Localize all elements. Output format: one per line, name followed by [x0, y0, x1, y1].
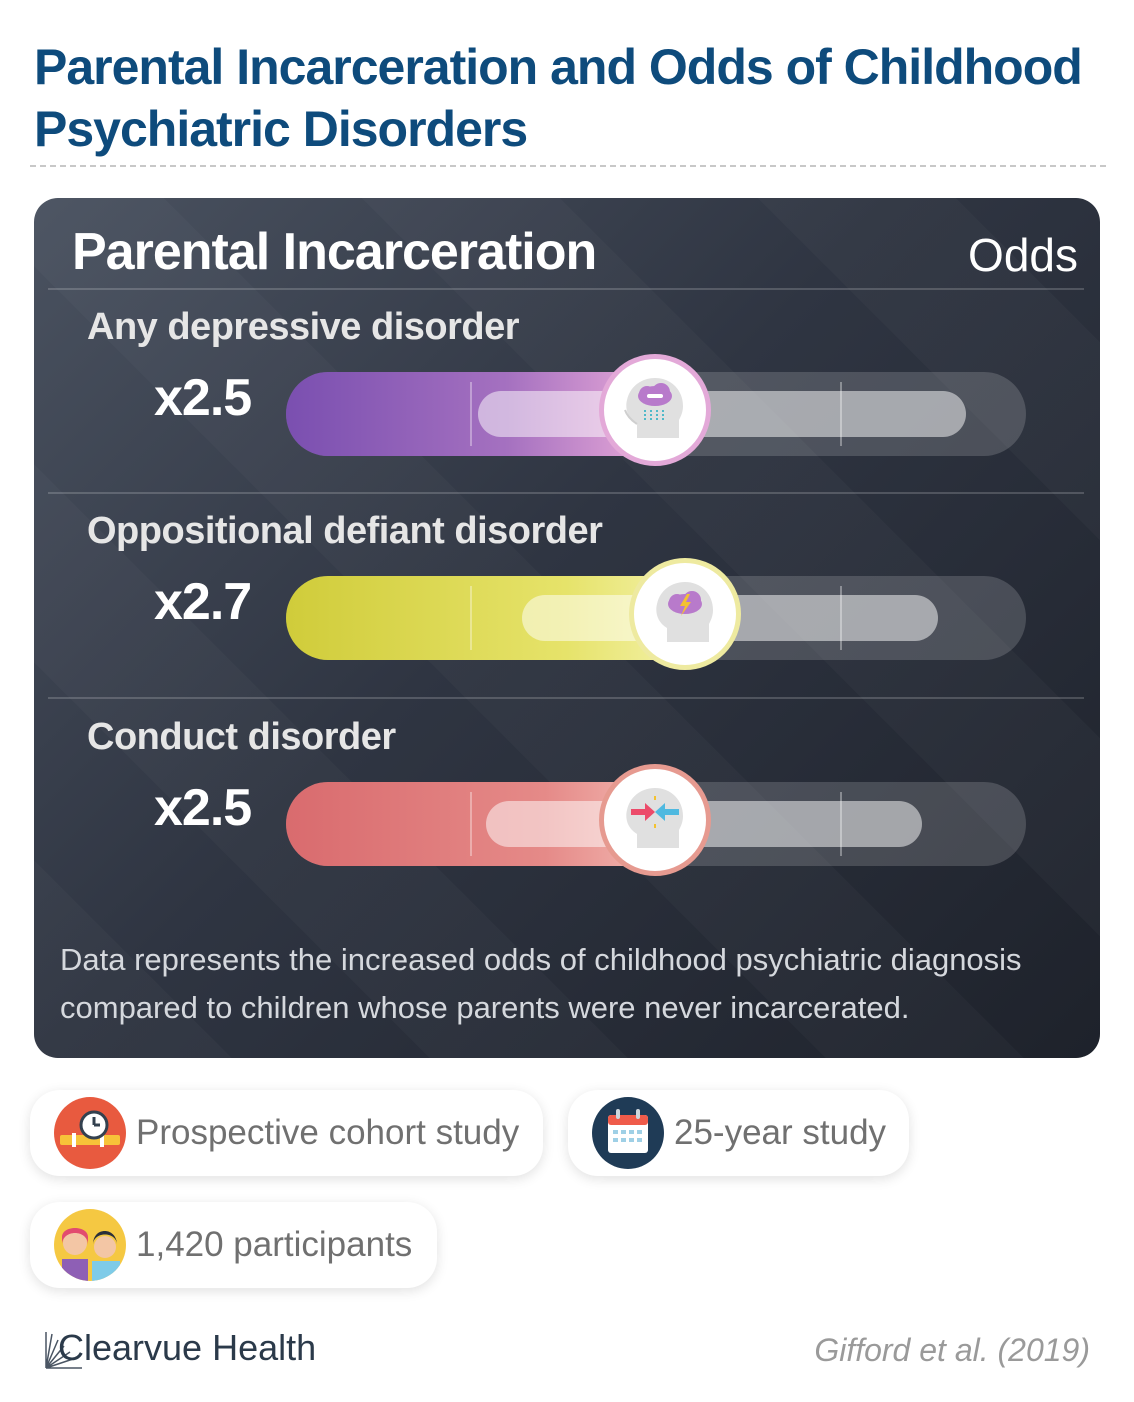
bar-tick	[470, 792, 472, 856]
row-label: Any depressive disorder	[87, 306, 520, 348]
row-label: Oppositional defiant disorder	[87, 510, 603, 552]
calendar-icon	[592, 1097, 664, 1169]
people-icon	[54, 1209, 126, 1281]
page-title: Parental Incarceration and Odds of Child…	[34, 39, 1083, 157]
divider	[48, 697, 1084, 699]
odds-value: x2.5	[154, 779, 252, 837]
odds-value: x2.7	[154, 573, 252, 631]
divider	[48, 288, 1084, 290]
panel-heading: Parental Incarceration	[72, 223, 597, 281]
citation: Gifford et al. (2019)	[814, 1332, 1090, 1368]
odds-column-label: Odds	[968, 229, 1078, 281]
chip-label: 25-year study	[674, 1113, 887, 1152]
divider	[48, 492, 1084, 494]
brand-name: Clearvue Health	[58, 1327, 317, 1368]
bar-tick	[840, 792, 842, 856]
chip-study-type: Prospective cohort study	[30, 1090, 543, 1176]
brand-mark-icon	[45, 1332, 82, 1369]
row-label: Conduct disorder	[87, 716, 396, 758]
chip-label: 1,420 participants	[136, 1225, 413, 1264]
brand-logo: Clearvue Health	[44, 1326, 316, 1370]
footnote: Data represents the increased odds of ch…	[60, 942, 1022, 1025]
head-storm-cloud-icon	[629, 558, 741, 670]
chip-label: Prospective cohort study	[136, 1113, 520, 1152]
odds-bar-inner	[478, 391, 966, 437]
bar-tick	[840, 382, 842, 446]
odds-panel: Parental Incarceration Odds Any depressi…	[34, 198, 1100, 1058]
head-conflict-arrows-icon	[599, 764, 711, 876]
row-conduct: Conduct disorder x2.5	[34, 716, 1100, 916]
title-divider	[30, 165, 1106, 167]
chip-participants: 1,420 participants	[30, 1202, 437, 1288]
chip-duration: 25-year study	[568, 1090, 909, 1176]
row-depressive: Any depressive disorder x2.5	[34, 306, 1100, 506]
timeline-clock-icon	[54, 1097, 126, 1169]
bar-tick	[470, 586, 472, 650]
odds-value: x2.5	[154, 369, 252, 427]
bar-tick	[470, 382, 472, 446]
row-oppositional: Oppositional defiant disorder x2.7	[34, 510, 1100, 710]
head-rain-cloud-icon	[599, 354, 711, 466]
bar-tick	[840, 586, 842, 650]
